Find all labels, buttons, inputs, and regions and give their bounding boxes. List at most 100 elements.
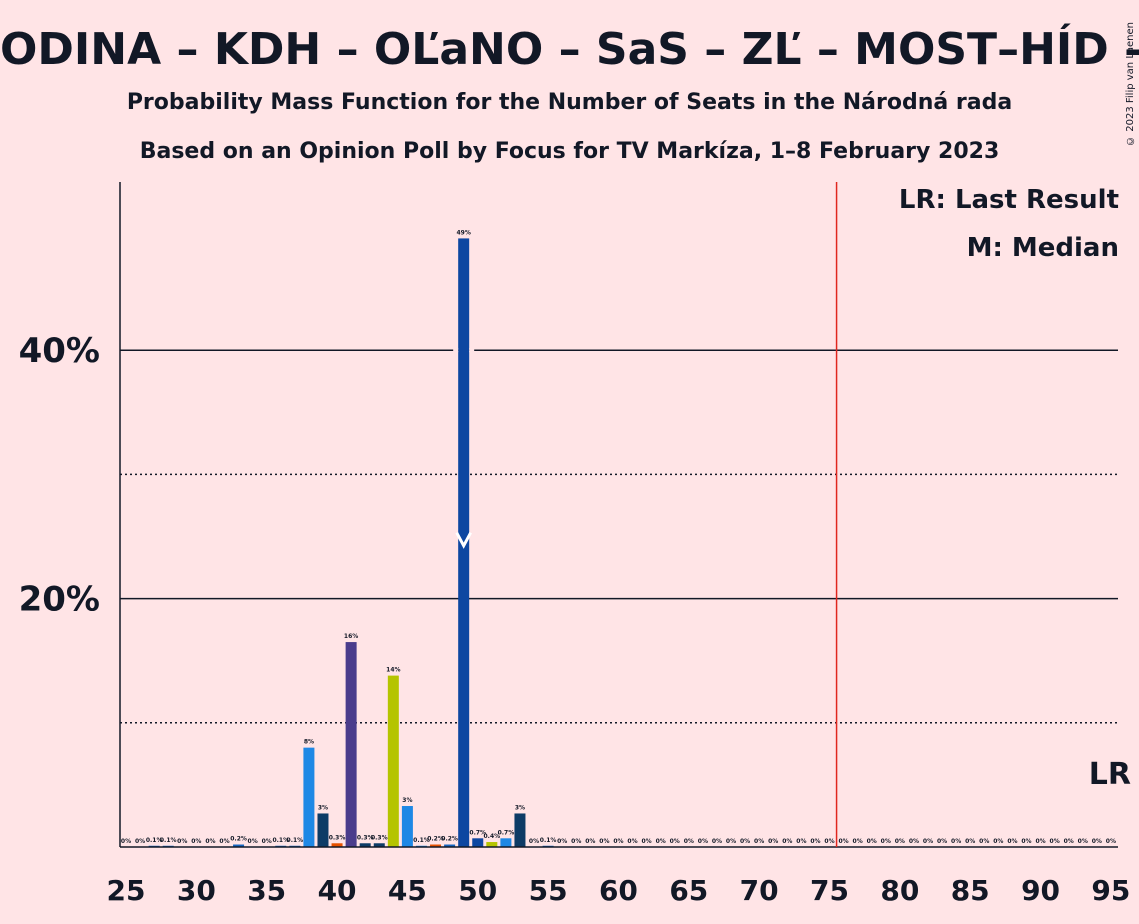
bar-label-seat-58: 0% xyxy=(585,838,595,845)
bar-label-seat-87: 0% xyxy=(993,838,1003,845)
bar-label-seat-50: 0.7% xyxy=(469,829,486,836)
bar-label-seat-41: 16% xyxy=(344,633,358,640)
bar-label-seat-73: 0% xyxy=(796,838,806,845)
bar-label-seat-90: 0% xyxy=(1035,838,1045,845)
x-tick-label-40: 40 xyxy=(318,874,357,907)
bar-label-seat-32: 0% xyxy=(219,838,229,845)
bar-label-seat-38: 8% xyxy=(304,739,314,746)
bar-label-seat-28: 0.1% xyxy=(160,837,177,844)
bar-label-seat-26: 0% xyxy=(135,838,145,845)
bar-label-seat-61: 0% xyxy=(627,838,637,845)
chart-subtitle-2: Based on an Opinion Poll by Focus for TV… xyxy=(139,139,1000,164)
bar-label-seat-65: 0% xyxy=(684,838,694,845)
bar-label-seat-67: 0% xyxy=(712,838,722,845)
bar-label-seat-51: 0.4% xyxy=(483,833,500,840)
x-tick-label-85: 85 xyxy=(951,874,990,907)
bar-seat-47 xyxy=(430,844,442,847)
bar-label-seat-68: 0% xyxy=(726,838,736,845)
x-tick-label-25: 25 xyxy=(107,874,146,907)
bar-label-seat-80: 0% xyxy=(895,838,905,845)
x-tick-label-80: 80 xyxy=(880,874,919,907)
bar-label-seat-45: 3% xyxy=(402,797,412,804)
bar-seat-52 xyxy=(500,838,512,847)
bar-label-seat-29: 0% xyxy=(177,838,187,845)
bar-seat-40 xyxy=(331,843,343,847)
bar-seat-45 xyxy=(401,806,413,847)
bar-seat-50 xyxy=(472,838,484,847)
y-tick-label-40: 40% xyxy=(19,331,100,371)
bar-label-seat-49: 49% xyxy=(456,229,470,236)
bar-seat-33 xyxy=(233,844,245,847)
bar-label-seat-79: 0% xyxy=(881,838,891,845)
bar-label-seat-89: 0% xyxy=(1021,838,1031,845)
bar-label-seat-69: 0% xyxy=(740,838,750,845)
bar-label-seat-83: 0% xyxy=(937,838,947,845)
x-tick-label-65: 65 xyxy=(669,874,708,907)
bar-label-seat-64: 0% xyxy=(670,838,680,845)
bar-label-seat-93: 0% xyxy=(1078,838,1088,845)
legend-median: M: Median xyxy=(966,233,1119,263)
chart-title-text: ODINA – KDH – OĽaNO – SaS – ZĽ – MOST–HÍ… xyxy=(0,24,1139,75)
last-result-marker-label: LR xyxy=(1088,757,1131,792)
bar-label-seat-60: 0% xyxy=(613,838,623,845)
axes: 20% 40% 25 30 35 40 45 50 55 60 65 70 75 80 85 90 95 xyxy=(19,182,1130,907)
bar-label-seat-76: 0% xyxy=(838,838,848,845)
bar-label-seat-59: 0% xyxy=(599,838,609,845)
bar-seat-48 xyxy=(444,844,456,847)
bar-label-seat-55: 0.1% xyxy=(540,837,557,844)
legend-last-result: LR: Last Result xyxy=(898,185,1119,215)
x-tick-label-60: 60 xyxy=(599,874,638,907)
bar-label-seat-37: 0.1% xyxy=(287,837,304,844)
bar-label-seat-72: 0% xyxy=(782,838,792,845)
bar-label-seat-48: 0.2% xyxy=(441,836,458,843)
median-marker xyxy=(455,531,473,549)
bar-seat-41 xyxy=(345,642,357,847)
bar-label-seat-63: 0% xyxy=(656,838,666,845)
bar-label-seat-53: 3% xyxy=(515,804,525,811)
bar-label-seat-40: 0.3% xyxy=(329,834,346,841)
bar-seat-39 xyxy=(317,813,329,847)
bar-label-seat-44: 14% xyxy=(386,667,400,674)
bar-label-seat-33: 0.2% xyxy=(230,836,247,843)
x-tick-label-30: 30 xyxy=(177,874,216,907)
bar-label-seat-52: 0.7% xyxy=(498,829,515,836)
bar-label-seat-74: 0% xyxy=(810,838,820,845)
bar-label-seat-27: 0.1% xyxy=(146,837,163,844)
bar-label-seat-71: 0% xyxy=(768,838,778,845)
gridlines xyxy=(120,349,1118,724)
bars xyxy=(148,238,554,848)
bar-label-seat-81: 0% xyxy=(909,838,919,845)
bar-label-seat-84: 0% xyxy=(951,838,961,845)
bar-label-seat-75: 0% xyxy=(824,838,834,845)
chart-title: ODINA – KDH – OĽaNO – SaS – ZĽ – MOST–HÍ… xyxy=(0,22,1139,78)
bar-seat-38 xyxy=(303,747,315,847)
bar-seat-42 xyxy=(359,843,371,847)
bar-label-seat-56: 0% xyxy=(557,838,567,845)
chart-overlay xyxy=(453,182,838,847)
x-tick-label-70: 70 xyxy=(740,874,779,907)
bar-label-seat-88: 0% xyxy=(1007,838,1017,845)
bar-label-seat-77: 0% xyxy=(853,838,863,845)
bar-label-seat-34: 0% xyxy=(248,838,258,845)
bar-label-seat-70: 0% xyxy=(754,838,764,845)
bar-label-seat-43: 0.3% xyxy=(371,834,388,841)
bar-label-seat-42: 0.3% xyxy=(357,834,374,841)
bar-seat-44 xyxy=(387,675,399,847)
bar-label-seat-66: 0% xyxy=(698,838,708,845)
chart-subtitle-1: Probability Mass Function for the Number… xyxy=(126,90,1013,115)
x-tick-label-35: 35 xyxy=(247,874,286,907)
gridline-gap-left xyxy=(453,348,459,353)
bar-label-seat-30: 0% xyxy=(191,838,201,845)
x-tick-label-95: 95 xyxy=(1091,874,1130,907)
y-tick-label-20: 20% xyxy=(19,580,100,620)
bar-labels: 0% 0% 0.1%0.1% 0% 0% 0% 0% 0.2% 0% 0% 0.1%0.1%8%3%… xyxy=(121,229,1116,845)
x-tick-label-45: 45 xyxy=(388,874,427,907)
bar-label-seat-25: 0% xyxy=(121,838,131,845)
bar-label-seat-94: 0% xyxy=(1092,838,1102,845)
bar-label-seat-85: 0% xyxy=(965,838,975,845)
gridline-gap-right xyxy=(469,348,475,353)
bar-seat-43 xyxy=(373,843,385,847)
bar-label-seat-57: 0% xyxy=(571,838,581,845)
bar-label-seat-47: 0.2% xyxy=(427,836,444,843)
